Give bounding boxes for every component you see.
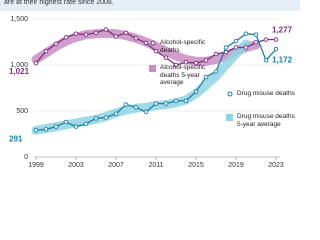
x-tick-label: 1999 (28, 162, 44, 169)
data-point (233, 45, 239, 50)
data-point (143, 40, 149, 46)
chart-container: 0 500 1,000 1,500 1999 2003 2007 2011 2015 2019 20… (0, 0, 300, 169)
legend-marker (150, 40, 156, 46)
data-point (113, 111, 119, 117)
data-point (53, 124, 59, 129)
data-point (153, 48, 159, 54)
data-point (273, 46, 279, 52)
legend-label: Alcohol-specific deaths (160, 39, 206, 54)
data-point (253, 32, 259, 37)
data-point (123, 30, 129, 36)
data-point (163, 55, 169, 60)
data-point (253, 40, 259, 45)
data-point (203, 74, 209, 80)
data-point (93, 30, 99, 36)
average-band (31, 28, 261, 66)
data-point (123, 102, 129, 107)
data-point (63, 119, 69, 125)
legend-swatch (149, 65, 156, 72)
x-tick-label: 2015 (188, 162, 204, 169)
data-point (193, 89, 199, 94)
data-point (243, 45, 249, 50)
x-tick-label: 2019 (228, 162, 244, 169)
data-point (263, 37, 269, 42)
x-tick-label: 2023 (268, 162, 284, 169)
value-label: 291 (9, 134, 23, 143)
data-point (273, 37, 279, 42)
data-point (193, 60, 199, 66)
data-point (263, 58, 269, 63)
data-point (63, 35, 69, 40)
data-point (83, 121, 89, 127)
data-point (73, 31, 79, 36)
y-tick-label: 1,500 (10, 16, 28, 23)
data-point (173, 98, 179, 104)
x-tick-label: 2011 (148, 162, 163, 169)
x-tick-label: 2003 (68, 162, 84, 169)
y-tick-label: 500 (16, 108, 28, 115)
data-point (213, 51, 219, 57)
data-point (213, 69, 219, 74)
data-point (133, 105, 139, 110)
data-point (233, 38, 239, 44)
value-label: 1,172 (272, 55, 293, 64)
subtitle: are at their highest rate since 2008. (0, 0, 300, 11)
y-tick-label: 0 (24, 154, 28, 161)
data-point (53, 41, 59, 47)
legend-label: Drug misuse deaths (237, 90, 295, 97)
data-point (163, 101, 169, 106)
data-point (223, 45, 229, 50)
legend-label: Drug misuse deaths 5-year average (237, 113, 295, 128)
data-point (113, 34, 119, 39)
data-point (43, 48, 49, 54)
value-label: 1,021 (9, 67, 30, 76)
value-label: 1,277 (272, 26, 293, 35)
data-point (143, 109, 149, 115)
data-point (103, 115, 109, 120)
data-point (203, 58, 209, 63)
data-point (83, 32, 89, 37)
data-point (173, 62, 179, 68)
data-point (183, 98, 189, 104)
x-tick-label: 2007 (108, 162, 124, 169)
chart: 0 500 1,000 1,500 1999 2003 2007 2011 2015 2019 20… (9, 16, 293, 169)
data-point (93, 116, 99, 121)
y-tick-label: 1,000 (10, 62, 28, 69)
data-point (33, 60, 39, 66)
data-point (183, 59, 189, 65)
data-point (73, 124, 79, 129)
data-point (243, 31, 249, 36)
data-point (103, 27, 109, 32)
data-point (133, 36, 139, 41)
legend-marker (227, 91, 233, 97)
legend-label: Alcohol-specific deaths 5-year average (160, 64, 206, 86)
data-point (43, 127, 49, 132)
legend-swatch (226, 114, 233, 121)
data-point (33, 127, 39, 133)
data-point (153, 101, 159, 106)
